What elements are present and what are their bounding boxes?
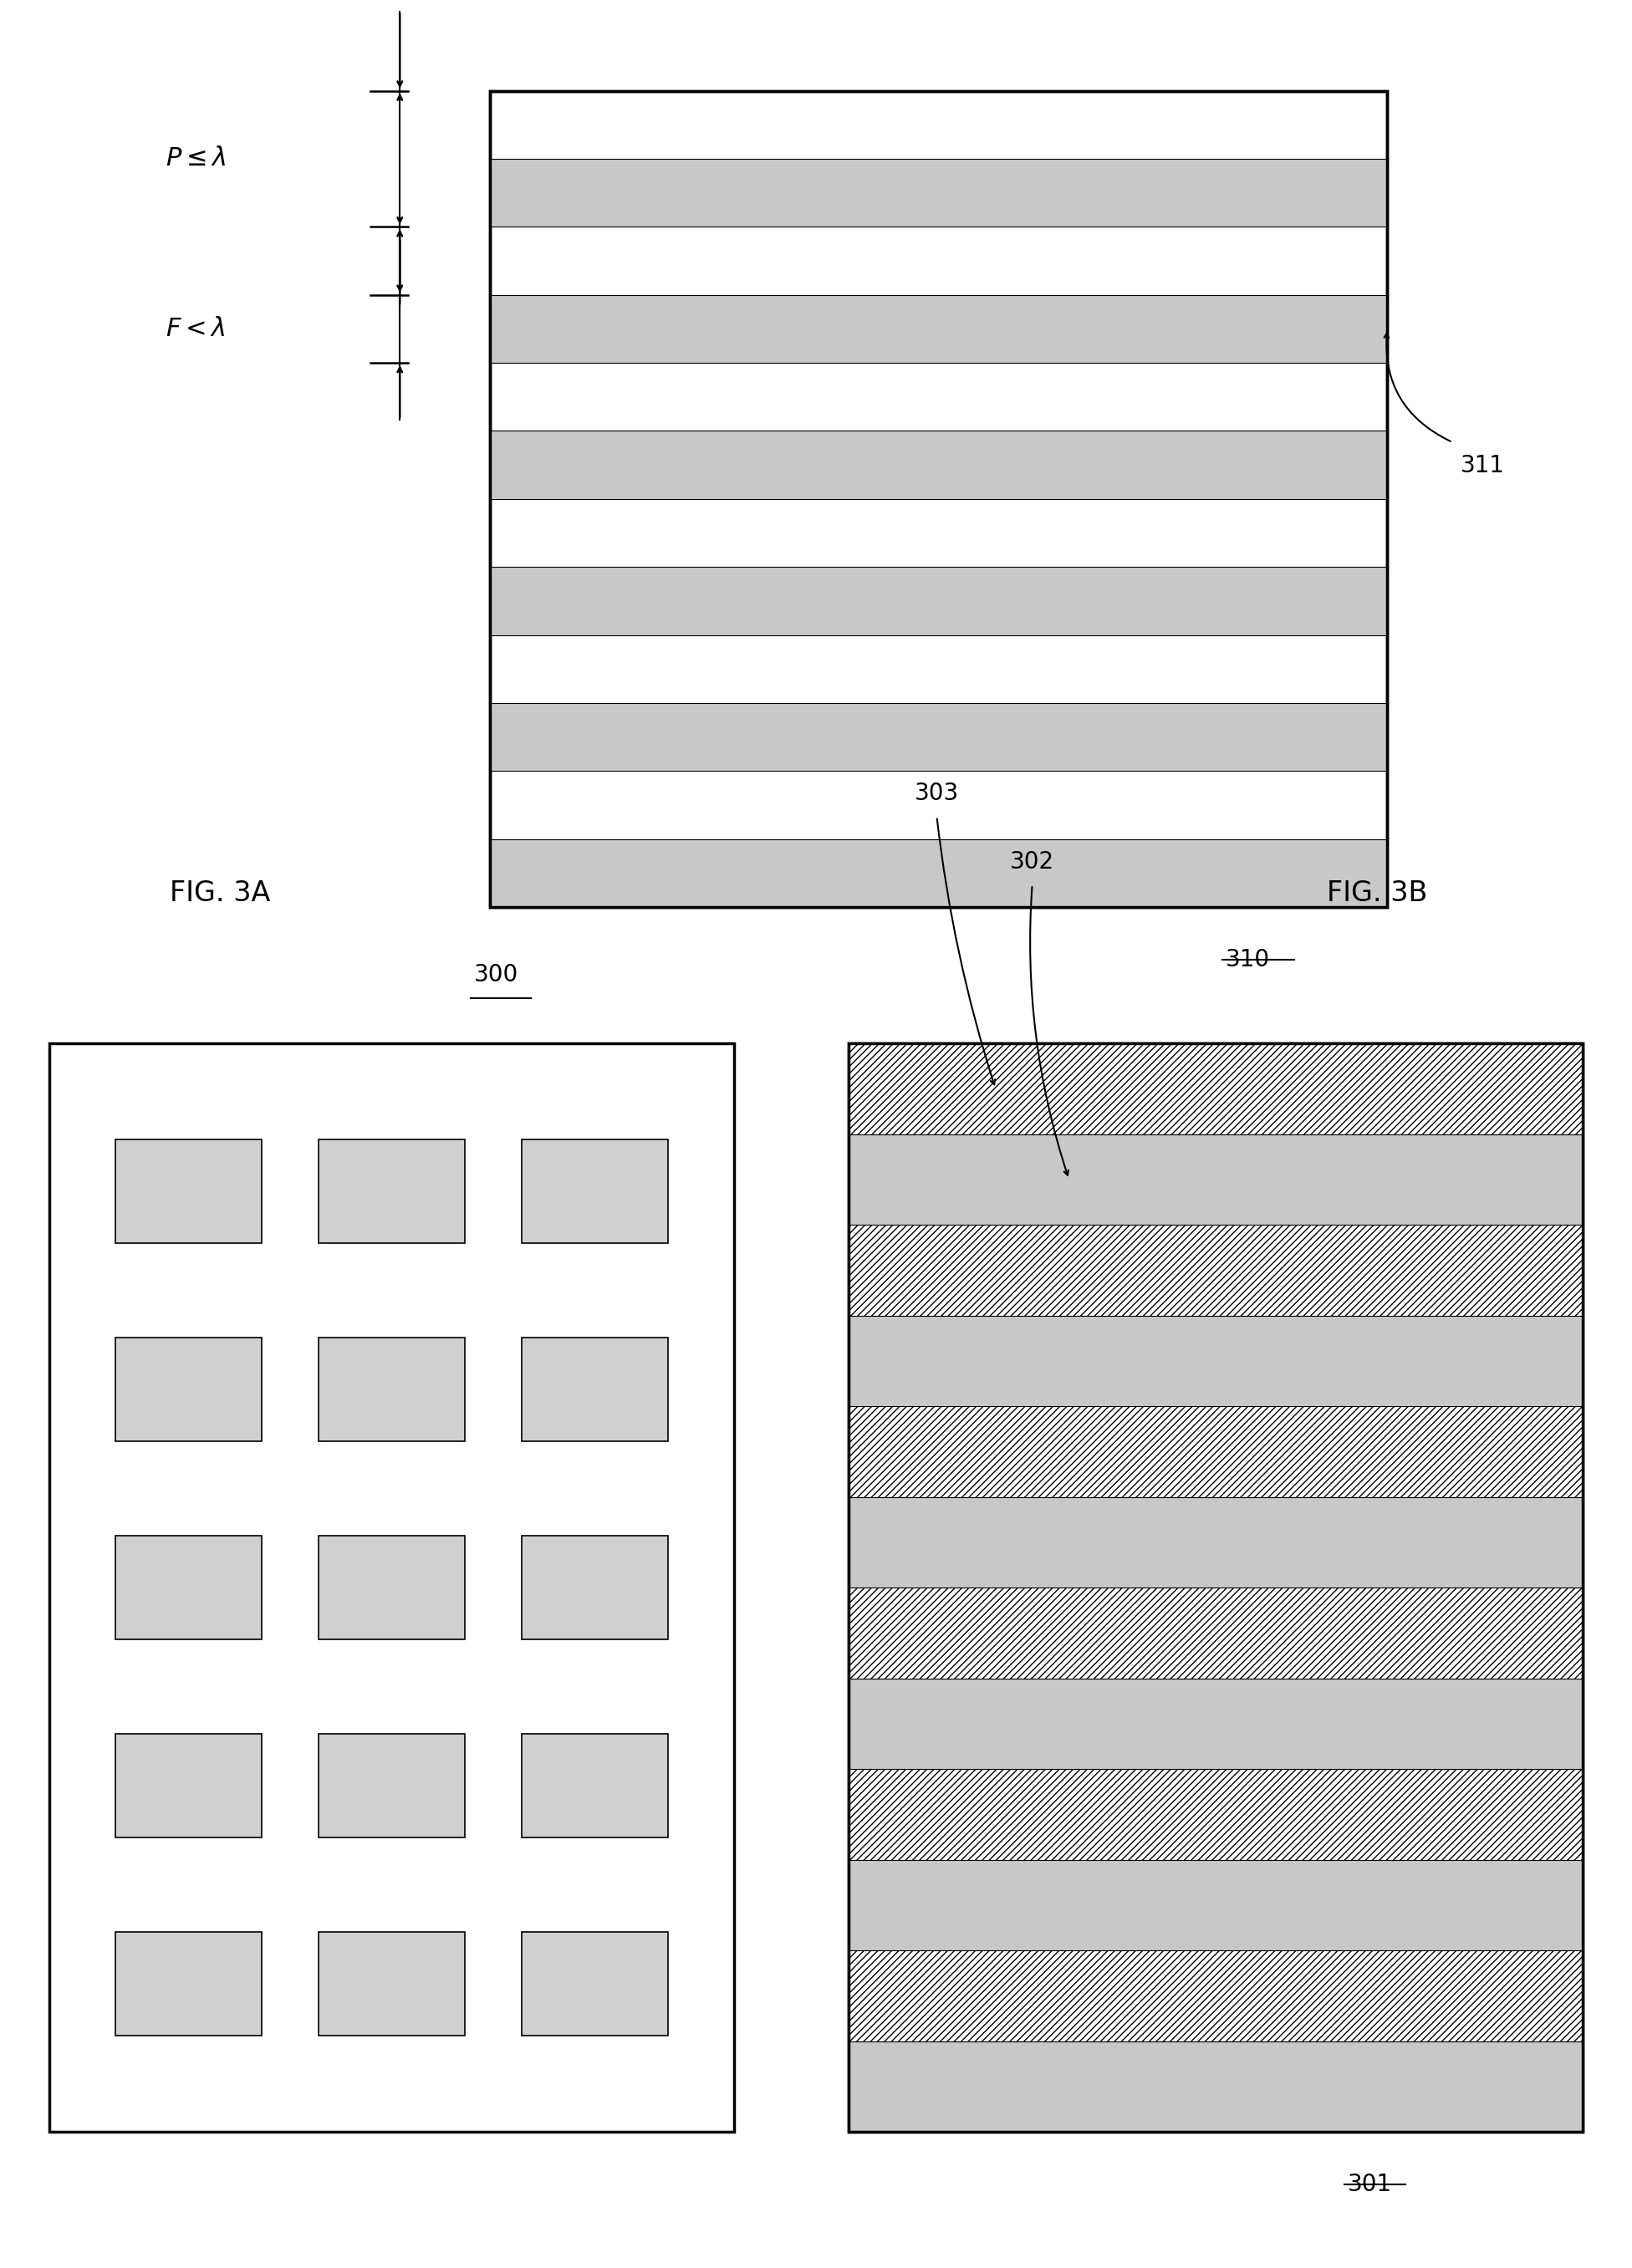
Bar	[490, 839, 1387, 907]
Bar	[522, 1535, 667, 1640]
Bar	[522, 1735, 667, 1837]
Bar	[490, 431, 1387, 499]
Bar	[849, 1678, 1583, 1769]
Text: 301: 301	[1348, 2173, 1392, 2195]
Bar	[116, 1338, 261, 1440]
Bar	[849, 1043, 1583, 2132]
Bar	[490, 295, 1387, 363]
Bar	[522, 1932, 667, 2034]
Text: 311: 311	[1461, 454, 1505, 476]
Bar	[849, 1588, 1583, 1678]
Bar	[116, 1535, 261, 1640]
Bar	[849, 1043, 1583, 2132]
Bar	[318, 1735, 465, 1837]
Bar	[849, 1315, 1583, 1406]
Bar	[849, 1225, 1583, 1315]
Bar	[490, 91, 1387, 907]
Text: $F < \lambda$: $F < \lambda$	[166, 315, 225, 342]
Bar	[522, 1338, 667, 1440]
Bar	[490, 703, 1387, 771]
Bar	[318, 1535, 465, 1640]
Bar	[849, 2041, 1583, 2132]
Bar	[849, 1950, 1583, 2041]
Bar	[849, 1043, 1583, 1134]
Text: FIG. 3B: FIG. 3B	[1327, 880, 1428, 907]
Bar	[490, 159, 1387, 227]
Bar	[49, 1043, 734, 2132]
Bar	[116, 1932, 261, 2034]
Bar	[849, 1406, 1583, 1497]
Bar	[522, 1141, 667, 1243]
Bar	[490, 567, 1387, 635]
Text: 300: 300	[473, 964, 519, 987]
Bar	[116, 1141, 261, 1243]
Bar	[849, 1769, 1583, 1860]
Bar	[490, 91, 1387, 907]
Bar	[318, 1338, 465, 1440]
Bar	[849, 1497, 1583, 1588]
Bar	[318, 1932, 465, 2034]
Bar	[849, 1134, 1583, 1225]
Text: 310: 310	[1226, 948, 1270, 971]
Bar	[849, 1860, 1583, 1950]
Text: FIG. 3A: FIG. 3A	[170, 880, 271, 907]
Text: 303: 303	[914, 782, 960, 805]
Text: $P \leq \lambda$: $P \leq \lambda$	[165, 145, 227, 172]
Bar	[116, 1735, 261, 1837]
Bar	[318, 1141, 465, 1243]
Text: 302: 302	[1010, 850, 1054, 873]
